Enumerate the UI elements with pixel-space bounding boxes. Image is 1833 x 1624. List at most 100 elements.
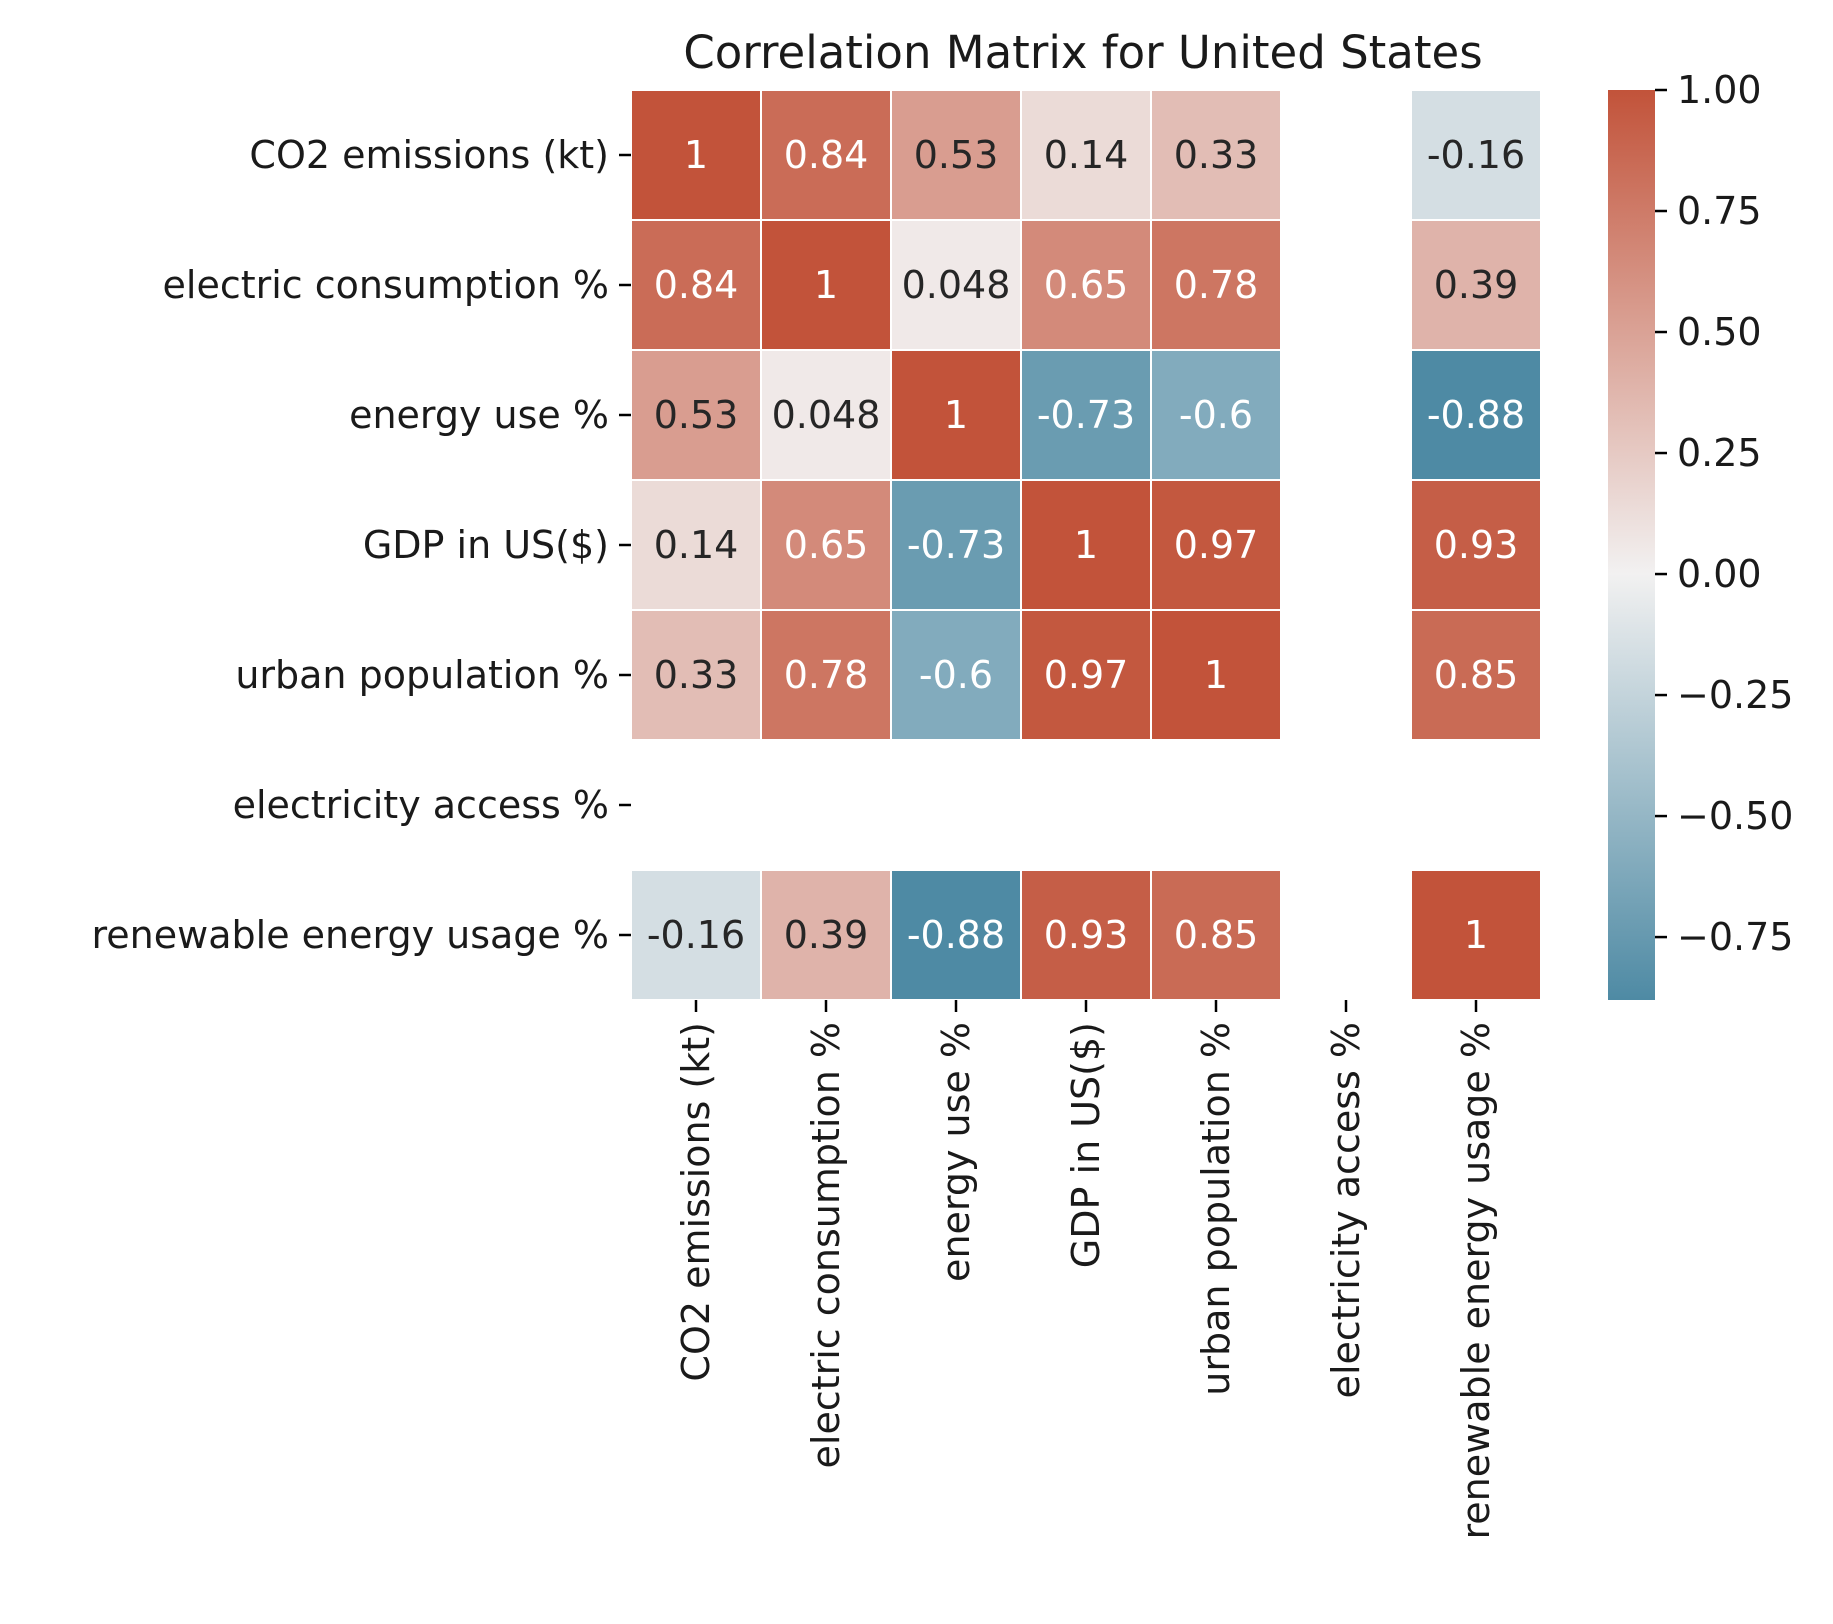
heatmap-cell	[1412, 91, 1540, 219]
heatmap-cells: 1 0.84 0.53 0.14 0.33 -0.16 0.84 1 0.048 0.65 0.78…	[632, 91, 1540, 999]
colorbar-tick-label: 0.50	[1677, 310, 1762, 354]
heatmap-cell	[632, 91, 760, 219]
cell-value-label: 0.78	[1174, 263, 1259, 307]
heatmap-cell	[1412, 351, 1540, 479]
heatmap-cell	[892, 221, 1020, 349]
heatmap-cell	[1022, 351, 1150, 479]
row-tick-label: urban population %	[235, 653, 609, 697]
cell-value-label: 0.53	[914, 133, 999, 177]
row-tick-label: electric consumption %	[163, 263, 609, 307]
heatmap-cell	[892, 611, 1020, 739]
heatmap-cell	[632, 221, 760, 349]
cell-value-label: 0.39	[784, 913, 869, 957]
row-tick-label: GDP in US($)	[363, 523, 609, 567]
cell-value-label: 0.97	[1044, 653, 1129, 697]
cell-value-label: 0.65	[1044, 263, 1129, 307]
heatmap-cell	[892, 871, 1020, 999]
heatmap-cell	[762, 221, 890, 349]
row-tick-labels: CO2 emissions (kt) electric consumption %…	[92, 133, 631, 957]
heatmap-cell	[1152, 91, 1280, 219]
cell-value-label: -0.73	[1037, 393, 1135, 437]
row-tick-label: CO2 emissions (kt)	[249, 133, 609, 177]
cell-value-label: 0.84	[784, 133, 869, 177]
cell-value-label: 1	[1464, 913, 1488, 957]
row-tick-label: renewable energy usage %	[92, 913, 609, 957]
colorbar-tick-label: 0.00	[1677, 552, 1762, 596]
cell-value-label: 1	[1074, 523, 1098, 567]
cell-value-label: 1	[1204, 653, 1228, 697]
heatmap-cell	[1022, 221, 1150, 349]
colorbar-gradient	[1608, 90, 1655, 1000]
colorbar: 1.00 0.75 0.50 0.25 0.00 −0.25 −0.50 −0.75	[1608, 68, 1793, 1000]
cell-value-label: 0.85	[1434, 653, 1519, 697]
column-tick-label: energy use %	[934, 1022, 978, 1282]
row-tick-label: energy use %	[349, 393, 609, 437]
cell-value-label: 0.39	[1434, 263, 1519, 307]
chart-title: Correlation Matrix for United States	[683, 26, 1482, 79]
heatmap-cell	[1152, 481, 1280, 609]
heatmap-cell	[1022, 611, 1150, 739]
heatmap-cell	[1412, 481, 1540, 609]
heatmap-cell	[632, 871, 760, 999]
heatmap-cell	[1022, 481, 1150, 609]
column-tick-labels: CO2 emissions (kt) electric consumption %…	[674, 1000, 1498, 1539]
cell-value-label: 0.14	[654, 523, 739, 567]
cell-value-label: -0.88	[907, 913, 1005, 957]
heatmap-cell	[1152, 611, 1280, 739]
cell-value-label: 1	[814, 263, 838, 307]
cell-value-label: 0.93	[1434, 523, 1519, 567]
heatmap-cell	[762, 351, 890, 479]
heatmap-cell	[1152, 221, 1280, 349]
cell-value-label: 0.93	[1044, 913, 1129, 957]
column-tick-label: electric consumption %	[804, 1022, 848, 1468]
cell-value-label: 0.53	[654, 393, 739, 437]
colorbar-tick-label: 0.75	[1677, 189, 1762, 233]
row-tick-label: electricity access %	[233, 783, 609, 827]
heatmap-cell	[632, 351, 760, 479]
heatmap-cell	[1412, 611, 1540, 739]
heatmap-cell	[892, 481, 1020, 609]
heatmap-cell	[762, 611, 890, 739]
heatmap-cell	[1412, 221, 1540, 349]
cell-value-label: -0.16	[647, 913, 745, 957]
cell-value-label: -0.16	[1427, 133, 1525, 177]
cell-value-label: 0.33	[654, 653, 739, 697]
heatmap-cell	[762, 91, 890, 219]
cell-value-label: -0.88	[1427, 393, 1525, 437]
colorbar-tick-label: −0.75	[1677, 915, 1793, 959]
heatmap-cell	[1152, 871, 1280, 999]
colorbar-tick-label: 1.00	[1677, 68, 1762, 112]
cell-value-label: -0.73	[907, 523, 1005, 567]
heatmap-cell	[632, 611, 760, 739]
cell-value-label: 0.33	[1174, 133, 1259, 177]
heatmap-cell	[892, 351, 1020, 479]
colorbar-tick-label: −0.50	[1677, 794, 1793, 838]
heatmap-cell	[1412, 871, 1540, 999]
cell-value-label: -0.6	[919, 653, 993, 697]
heatmap-cell	[762, 871, 890, 999]
cell-value-label: 0.65	[784, 523, 869, 567]
heatmap-cell	[1022, 91, 1150, 219]
cell-value-label: 0.14	[1044, 133, 1129, 177]
cell-value-label: 0.048	[772, 393, 881, 437]
column-tick-label: electricity access %	[1324, 1022, 1368, 1398]
cell-value-label: 0.85	[1174, 913, 1259, 957]
colorbar-tick-label: −0.25	[1677, 673, 1793, 717]
cell-value-label: -0.6	[1179, 393, 1253, 437]
column-tick-label: CO2 emissions (kt)	[674, 1022, 718, 1382]
heatmap-cell	[762, 481, 890, 609]
column-tick-label: renewable energy usage %	[1454, 1022, 1498, 1539]
column-tick-label: urban population %	[1194, 1022, 1238, 1396]
heatmap-cell	[632, 481, 760, 609]
column-tick-label: GDP in US($)	[1064, 1022, 1108, 1268]
cell-value-label: 1	[684, 133, 708, 177]
cell-value-label: 0.048	[902, 263, 1011, 307]
cell-value-label: 0.97	[1174, 523, 1259, 567]
colorbar-tick-label: 0.25	[1677, 431, 1762, 475]
cell-value-label: 1	[944, 393, 968, 437]
heatmap-cell	[1022, 871, 1150, 999]
heatmap-cell	[892, 91, 1020, 219]
heatmap-cell	[1152, 351, 1280, 479]
cell-value-label: 0.84	[654, 263, 739, 307]
